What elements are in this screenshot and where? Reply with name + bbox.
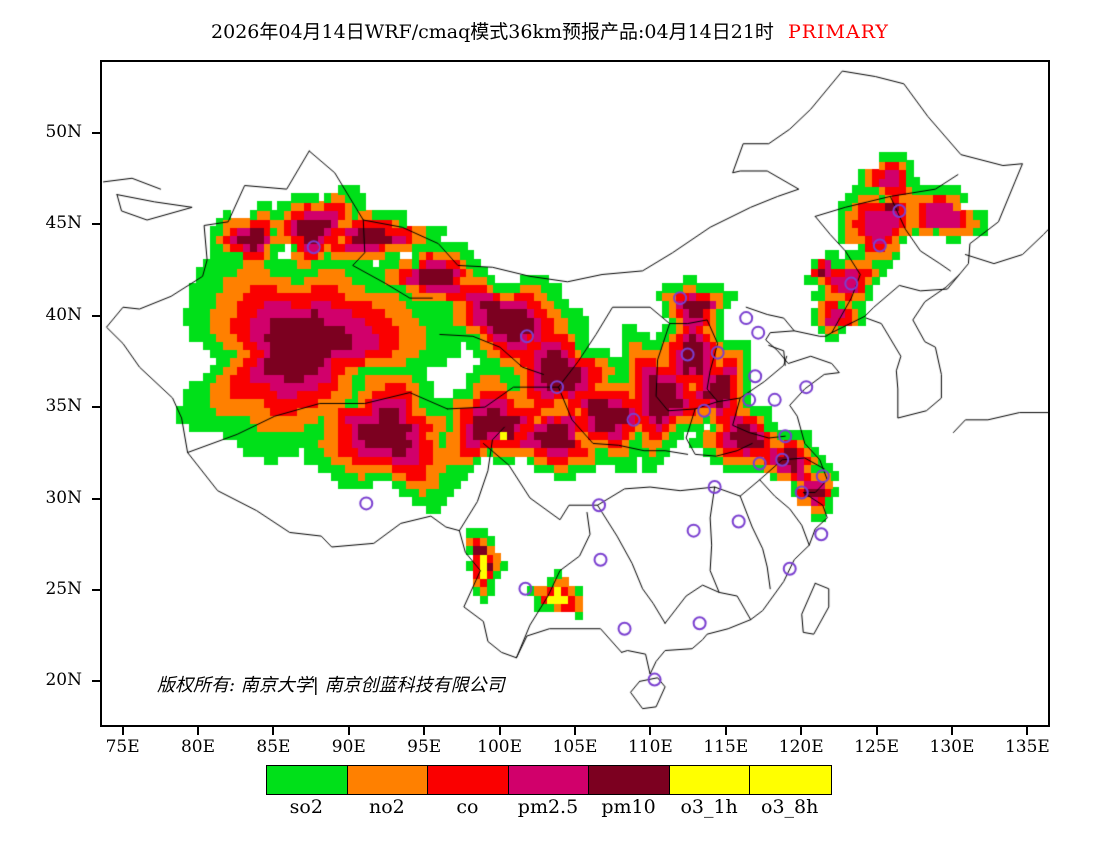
legend-swatch-o3_8h xyxy=(750,766,831,794)
legend-label-o3_8h: o3_8h xyxy=(761,796,819,818)
y-axis-tick xyxy=(92,223,100,226)
x-axis-tick-label: 115E xyxy=(703,737,749,757)
x-axis-tick xyxy=(1026,727,1029,735)
y-axis-tick xyxy=(92,314,100,317)
legend-label-co: co xyxy=(456,796,479,818)
legend-label-so2: so2 xyxy=(289,796,323,818)
title-primary-label: PRIMARY xyxy=(787,21,889,43)
x-axis-tick-label: 95E xyxy=(407,737,442,757)
title-main-text: 2026年04月14日WRF/cmaq模式36km预报产品:04月14日21时 xyxy=(211,21,774,43)
y-axis-tick-label: 20N xyxy=(45,670,82,691)
x-axis-tick xyxy=(950,727,953,735)
x-axis-tick-label: 110E xyxy=(627,737,673,757)
pollutant-legend-bar xyxy=(266,765,832,795)
y-axis-tick xyxy=(92,588,100,591)
x-axis-tick xyxy=(272,727,275,735)
legend-label-o3_1h: o3_1h xyxy=(680,796,738,818)
x-axis-tick xyxy=(347,727,350,735)
x-axis-tick-label: 85E xyxy=(256,737,291,757)
y-axis-tick-label: 50N xyxy=(45,122,82,143)
legend-swatch-pm2-5 xyxy=(508,766,590,794)
x-axis-tick xyxy=(197,727,200,735)
x-axis-tick xyxy=(649,727,652,735)
y-axis-tick-label: 35N xyxy=(45,396,82,417)
x-axis-tick xyxy=(498,727,501,735)
x-axis-tick xyxy=(574,727,576,735)
x-axis-tick-label: 135E xyxy=(1004,737,1050,757)
copyright-notice: 版权所有: 南京大学| 南京创蓝科技有限公司 xyxy=(157,675,505,696)
legend-swatch-o3_1h xyxy=(669,766,751,794)
y-axis-tick-label: 25N xyxy=(45,578,82,599)
y-axis-tick-label: 30N xyxy=(45,487,82,508)
page-title: 2026年04月14日WRF/cmaq模式36km预报产品:04月14日21时 P… xyxy=(0,20,1100,44)
x-axis-tick-label: 100E xyxy=(477,737,523,757)
legend-swatch-co xyxy=(428,766,509,794)
pollutant-raster-canvas xyxy=(102,62,1048,725)
legend-swatch-pm10 xyxy=(589,766,670,794)
y-axis-tick-label: 45N xyxy=(45,213,82,234)
legend-swatch-so2 xyxy=(267,766,348,794)
x-axis-tick-label: 80E xyxy=(180,737,216,757)
y-axis-tick xyxy=(92,132,100,135)
x-axis-tick-label: 75E xyxy=(105,737,140,757)
legend-label-pm2-5: pm2.5 xyxy=(517,796,579,818)
y-axis-tick-label: 40N xyxy=(45,304,82,325)
y-axis-tick xyxy=(92,497,100,500)
x-axis-tick-label: 130E xyxy=(929,737,975,757)
legend-label-no2: no2 xyxy=(368,796,405,818)
x-axis-tick-label: 90E xyxy=(331,737,366,757)
y-axis-tick xyxy=(92,406,100,409)
x-axis-tick xyxy=(875,727,878,735)
x-axis-tick-label: 125E xyxy=(854,737,899,757)
y-axis-tick xyxy=(92,680,100,683)
x-axis-tick-label: 120E xyxy=(778,737,824,757)
legend-label-pm10: pm10 xyxy=(601,796,656,818)
x-axis-tick xyxy=(121,727,124,735)
legend-swatch-no2 xyxy=(347,766,429,794)
x-axis-tick-label: 105E xyxy=(552,737,598,757)
map-plot-area xyxy=(100,60,1050,727)
x-axis-tick xyxy=(800,727,803,735)
x-axis-tick xyxy=(423,727,426,735)
x-axis-tick xyxy=(724,727,727,735)
pollutant-legend-labels: so2 no2 co pm2.5 pm10 o3_1h o3_8h xyxy=(266,795,832,821)
